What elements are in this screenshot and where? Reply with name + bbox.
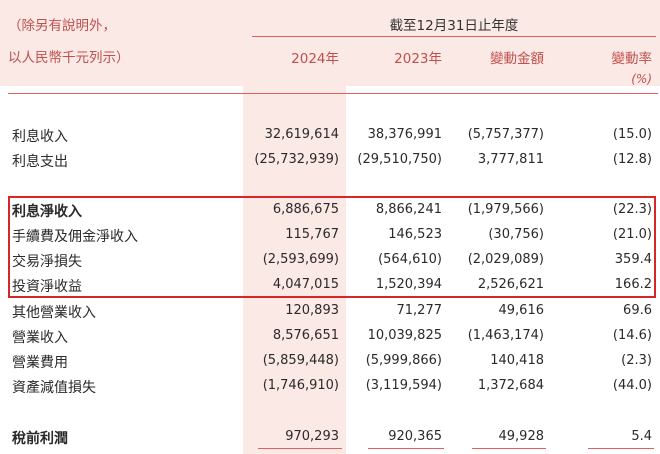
cell-2023: (564,610) bbox=[378, 252, 442, 267]
col-header-change: 變動金額 bbox=[490, 51, 544, 67]
cell-2023: 1,520,394 bbox=[375, 277, 442, 292]
row-label: 投資淨收益 bbox=[12, 279, 82, 295]
cell-rate: (14.6) bbox=[612, 328, 652, 343]
table-row: 資產減值損失 (1,746,910) (3,119,594) 1,372,684… bbox=[0, 375, 660, 400]
cell-2023: (3,119,594) bbox=[365, 378, 442, 393]
column-2024-highlight bbox=[243, 86, 346, 454]
row-label: 利息淨收入 bbox=[12, 204, 82, 220]
cell-rate: 69.6 bbox=[623, 303, 652, 318]
total-underline-2024 bbox=[258, 448, 342, 449]
cell-change: 49,928 bbox=[498, 429, 545, 444]
row-label: 利息支出 bbox=[12, 154, 68, 170]
cell-2023: (29,510,750) bbox=[357, 152, 442, 167]
table-row: 營業收入 8,576,651 10,039,825 (1,463,174) (1… bbox=[0, 325, 660, 350]
cell-change: (5,757,377) bbox=[467, 127, 544, 142]
total-underline-2023 bbox=[368, 448, 444, 449]
table-row: 其他營業收入 120,893 71,277 49,616 69.6 bbox=[0, 300, 660, 325]
period-header: 截至12月31日止年度 bbox=[389, 18, 519, 34]
cell-change: (30,756) bbox=[488, 227, 544, 242]
cell-rate: 359.4 bbox=[614, 252, 652, 267]
total-underline-change bbox=[472, 448, 546, 449]
unit-note-line1: （除另有說明外， bbox=[8, 18, 116, 34]
total-underline-rate bbox=[588, 448, 654, 449]
col-header-rate: 變動率 bbox=[611, 51, 653, 67]
cell-2024: (1,746,910) bbox=[262, 378, 339, 393]
cell-rate: 5.4 bbox=[631, 429, 652, 444]
cell-2024: (25,732,939) bbox=[254, 152, 339, 167]
cell-change: 2,526,621 bbox=[477, 277, 544, 292]
cell-rate: (44.0) bbox=[612, 378, 652, 393]
cell-rate: (21.0) bbox=[612, 227, 652, 242]
cell-rate: (12.8) bbox=[612, 152, 652, 167]
header-separator bbox=[8, 93, 658, 94]
cell-change: (2,029,089) bbox=[467, 252, 544, 267]
cell-2024: 970,293 bbox=[285, 429, 339, 444]
cell-change: 140,418 bbox=[490, 353, 544, 368]
cell-2023: 920,365 bbox=[388, 429, 442, 444]
highlight-box bbox=[8, 196, 656, 298]
col-header-2024: 2024年 bbox=[291, 51, 339, 67]
table-row: 手續費及佣金淨收入 115,767 146,523 (30,756) (21.0… bbox=[0, 224, 660, 249]
row-label: 營業收入 bbox=[12, 330, 68, 346]
cell-2023: 146,523 bbox=[388, 227, 442, 242]
cell-2024: 120,893 bbox=[285, 303, 339, 318]
cell-change: 3,777,811 bbox=[477, 152, 544, 167]
row-label: 利息收入 bbox=[12, 129, 68, 145]
cell-change: 49,616 bbox=[498, 303, 545, 318]
cell-rate: (2.3) bbox=[621, 353, 652, 368]
cell-change: (1,463,174) bbox=[467, 328, 544, 343]
row-label: 資產減值損失 bbox=[12, 380, 96, 396]
cell-2023: 8,866,241 bbox=[375, 202, 442, 217]
cell-rate: 166.2 bbox=[614, 277, 652, 292]
cell-change: (1,979,566) bbox=[467, 202, 544, 217]
cell-2023: 71,277 bbox=[396, 303, 443, 318]
col-header-2023: 2023年 bbox=[394, 51, 442, 67]
table-row-total: 稅前利潤 970,293 920,365 49,928 5.4 bbox=[0, 426, 660, 451]
cell-2024: 4,047,015 bbox=[272, 277, 339, 292]
cell-change: 1,372,684 bbox=[477, 378, 544, 393]
cell-rate: (22.3) bbox=[612, 202, 652, 217]
unit-note-line2: 以人民幣千元列示） bbox=[8, 50, 130, 66]
table-row: 營業費用 (5,859,448) (5,999,866) 140,418 (2.… bbox=[0, 350, 660, 375]
cell-2024: (2,593,699) bbox=[262, 252, 339, 267]
period-rule bbox=[252, 36, 656, 37]
pct-unit: (%) bbox=[631, 72, 652, 86]
row-label: 稅前利潤 bbox=[12, 431, 68, 447]
cell-2024: 32,619,614 bbox=[264, 127, 339, 142]
row-label: 手續費及佣金淨收入 bbox=[12, 229, 138, 245]
cell-2024: (5,859,448) bbox=[262, 353, 339, 368]
row-label: 交易淨損失 bbox=[12, 254, 82, 270]
table-row: 利息支出 (25,732,939) (29,510,750) 3,777,811… bbox=[0, 149, 660, 174]
row-label: 營業費用 bbox=[12, 355, 68, 371]
table-row: 交易淨損失 (2,593,699) (564,610) (2,029,089) … bbox=[0, 249, 660, 274]
cell-2024: 6,886,675 bbox=[272, 202, 339, 217]
table-row: 利息淨收入 6,886,675 8,866,241 (1,979,566) (2… bbox=[0, 199, 660, 224]
cell-2024: 8,576,651 bbox=[272, 328, 339, 343]
row-label: 其他營業收入 bbox=[12, 305, 96, 321]
cell-2023: 10,039,825 bbox=[367, 328, 442, 343]
cell-rate: (15.0) bbox=[612, 127, 652, 142]
cell-2023: 38,376,991 bbox=[367, 127, 442, 142]
header-band bbox=[0, 0, 660, 86]
table-row: 利息收入 32,619,614 38,376,991 (5,757,377) (… bbox=[0, 124, 660, 149]
table-row: 投資淨收益 4,047,015 1,520,394 2,526,621 166.… bbox=[0, 274, 660, 299]
cell-2023: (5,999,866) bbox=[365, 353, 442, 368]
cell-2024: 115,767 bbox=[285, 227, 339, 242]
